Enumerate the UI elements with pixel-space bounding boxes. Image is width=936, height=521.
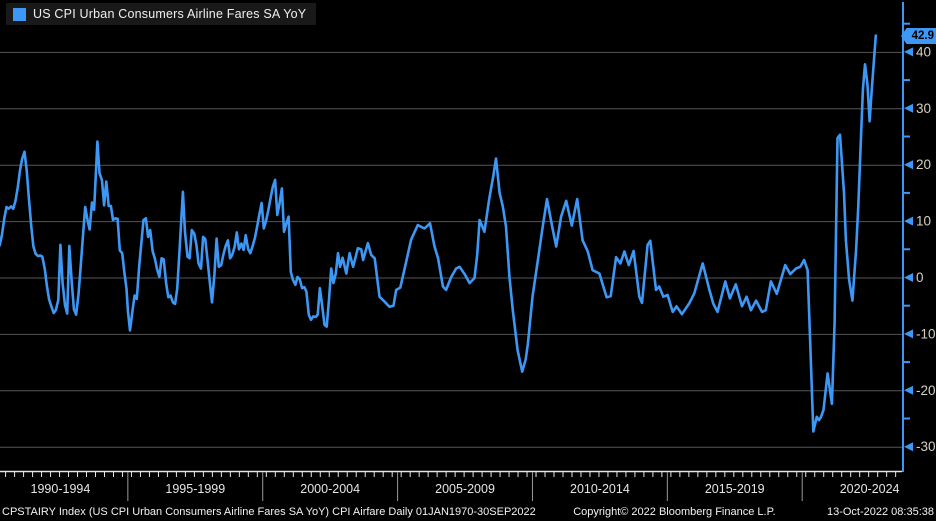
timestamp: 13-Oct-2022 08:35:38	[826, 505, 934, 518]
y-axis-label: 40	[916, 44, 931, 59]
y-tick-arrow-icon	[904, 329, 913, 339]
copyright-text: Copyright© 2022 Bloomberg Finance L.P.	[573, 505, 776, 518]
chart-legend[interactable]: US CPI Urban Consumers Airline Fares SA …	[6, 3, 317, 25]
y-tick-arrow-icon	[904, 47, 913, 57]
y-tick-arrow-icon	[904, 385, 913, 395]
y-tick-arrow-icon	[904, 103, 913, 113]
y-tick-arrow-icon	[904, 216, 913, 226]
y-tick-arrow-icon	[904, 160, 913, 170]
y-axis-label: 10	[916, 214, 931, 229]
series-swatch-icon	[13, 7, 26, 21]
y-axis-label: -20	[916, 383, 936, 398]
price-line	[0, 34, 878, 433]
x-axis-label: 2010-2014	[570, 482, 630, 496]
y-axis-label: 20	[916, 157, 931, 172]
x-axis-label: 2005-2009	[435, 482, 495, 496]
last-value-tag: 42.9	[901, 28, 936, 44]
y-tick-arrow-icon	[904, 442, 913, 452]
x-axis-label: 2015-2019	[705, 482, 765, 496]
y-axis-label: -10	[916, 326, 936, 341]
x-axis-label: 2020-2024	[840, 482, 900, 496]
x-axis-label: 2000-2004	[300, 482, 360, 496]
x-axis-label: 1995-1999	[165, 482, 225, 496]
ticker-description: CPSTAIRY Index (US CPI Urban Consumers A…	[2, 505, 536, 518]
y-axis-label: -30	[916, 439, 936, 454]
y-tick-arrow-icon	[904, 272, 913, 282]
y-axis-label: 30	[916, 101, 931, 116]
status-bar: CPSTAIRY Index (US CPI Urban Consumers A…	[0, 502, 936, 521]
y-axis-label: 0	[916, 270, 924, 285]
x-axis-label: 1990-1994	[31, 482, 91, 496]
series-legend-label: US CPI Urban Consumers Airline Fares SA …	[33, 7, 307, 21]
